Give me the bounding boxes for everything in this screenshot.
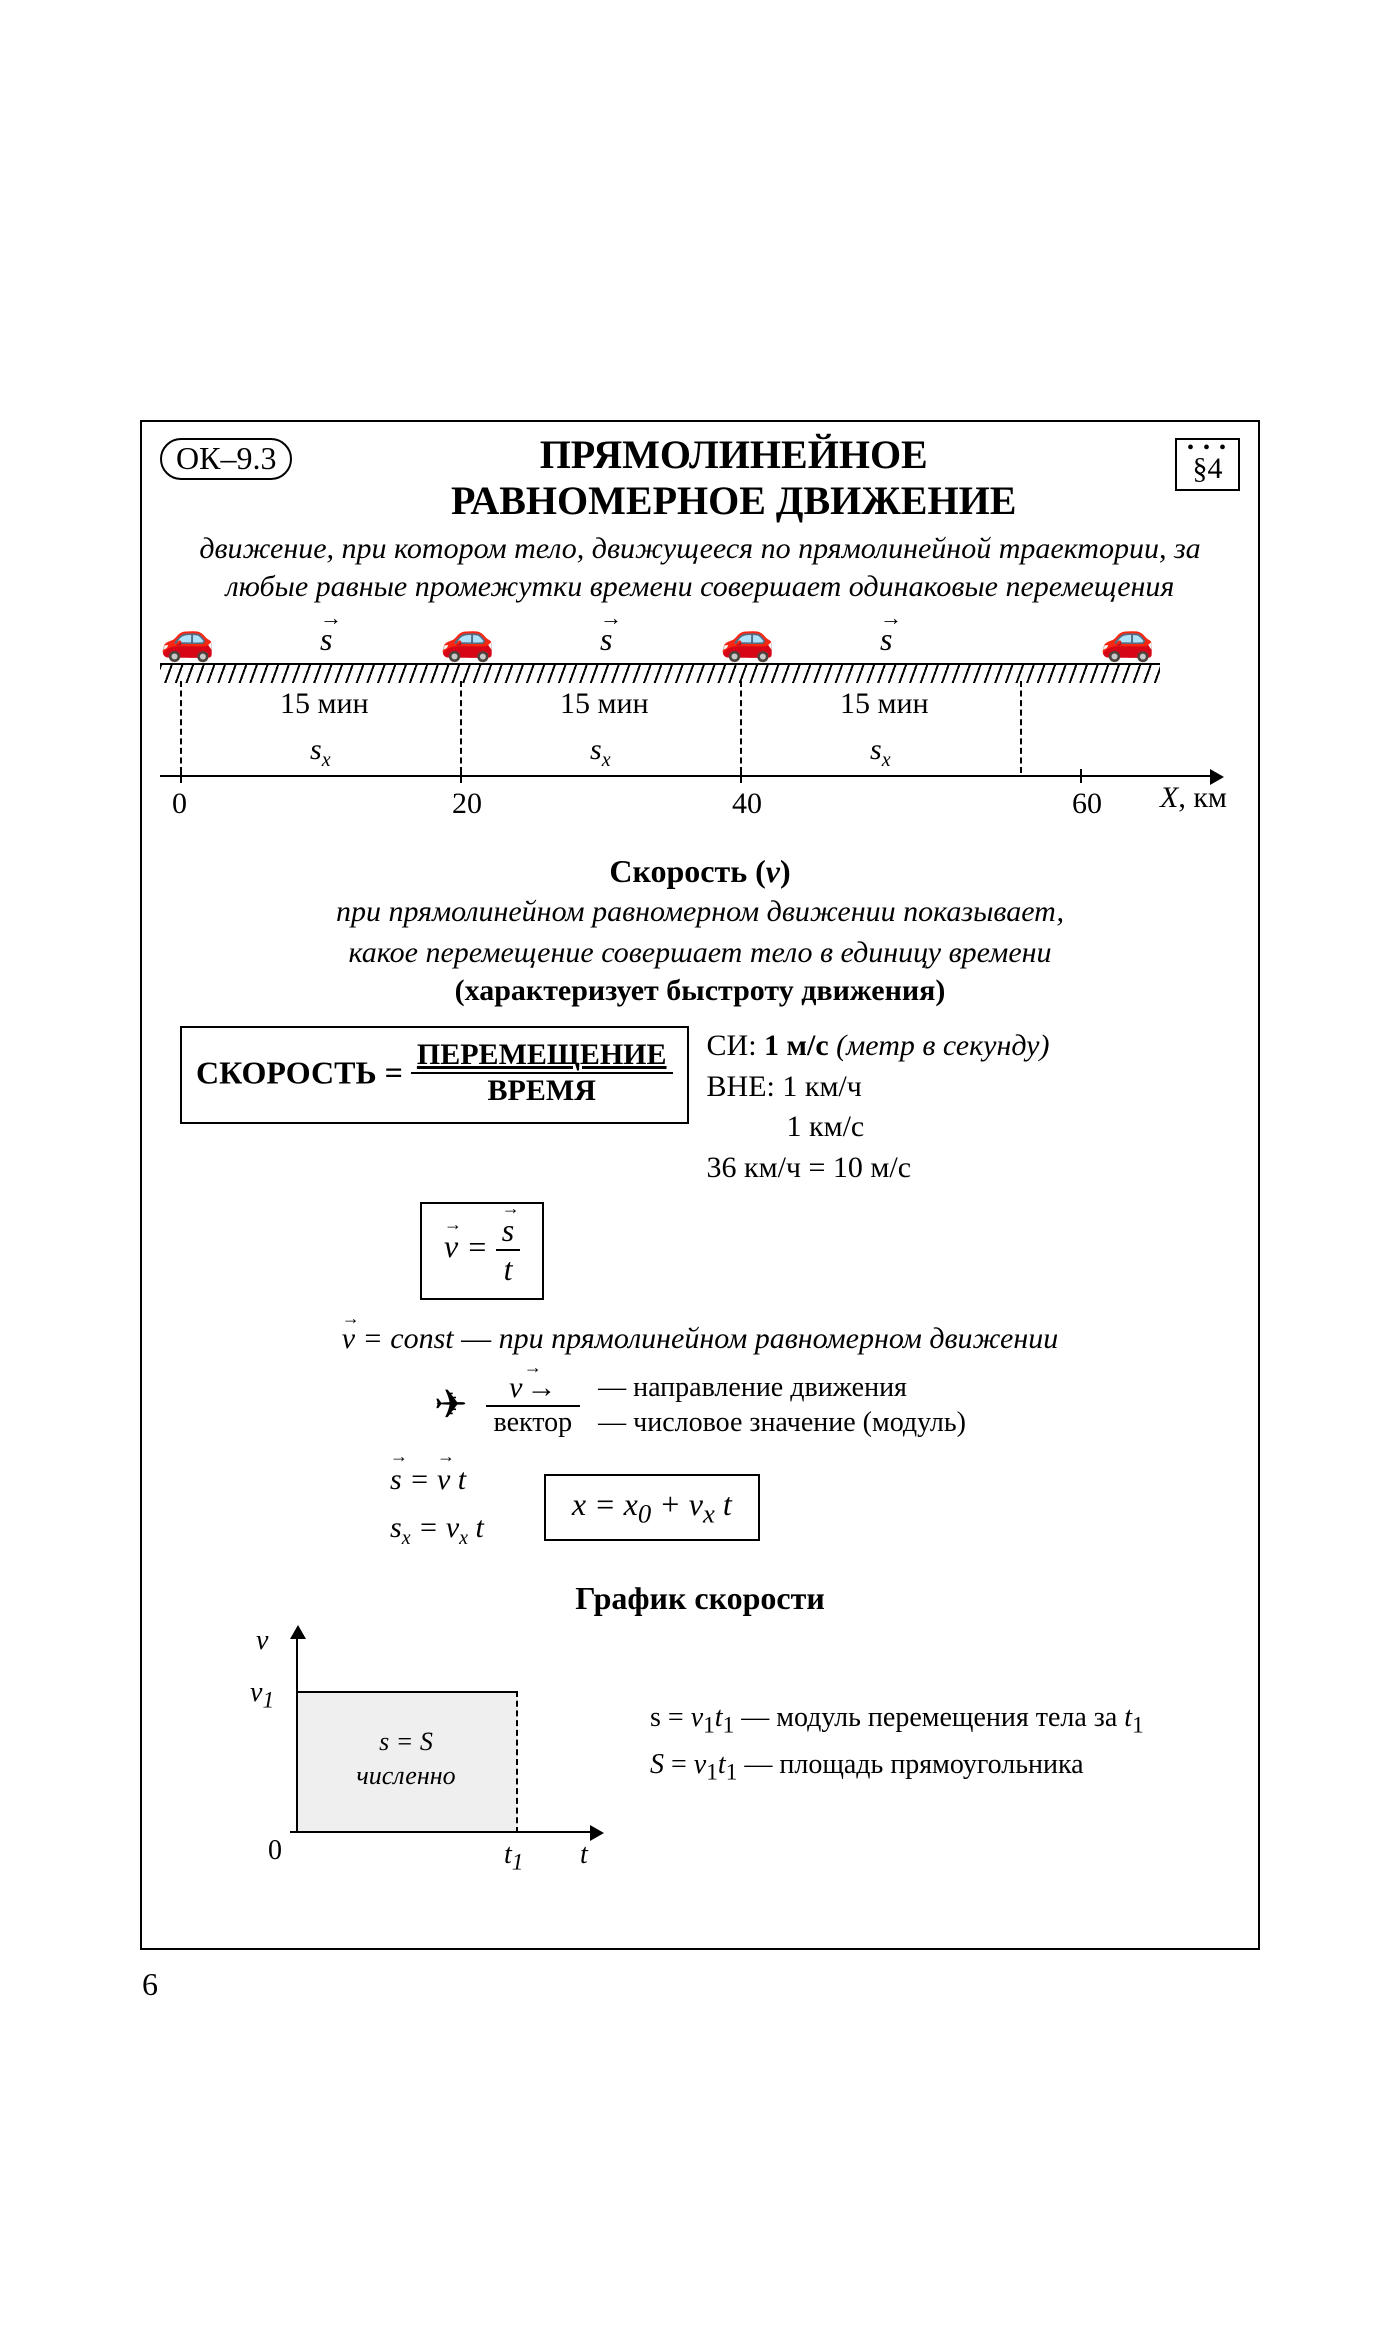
page: ОК–9.3 ПРЯМОЛИНЕЙНОЕ РАВНОМЕРНОЕ ДВИЖЕНИ… <box>0 0 1398 2338</box>
segment-divider <box>1020 681 1022 773</box>
graph-x-axis <box>290 1831 590 1833</box>
units-column: СИ: 1 м/с (метр в секунду) ВНЕ: 1 км/ч 1… <box>707 1026 1050 1188</box>
graph-inside-1: s = S <box>296 1727 516 1757</box>
equations-col: s = v t sx = vx t <box>390 1456 484 1554</box>
car-icon: 🚗 <box>440 617 495 661</box>
velocity-heading: Скорость (v) <box>160 853 1240 890</box>
plane-icon: ✈ <box>434 1385 468 1425</box>
axis-tick <box>1080 769 1082 783</box>
x-equation-box: x = x0 + vx t <box>544 1474 760 1541</box>
section-badge: • • • §4 <box>1175 438 1240 491</box>
section-label: §4 <box>1192 452 1222 485</box>
graph-title: График скорости <box>160 1580 1240 1617</box>
units-off1: ВНЕ: 1 км/ч <box>707 1067 1050 1108</box>
v-const-line: v = const — при прямолинейном равномерно… <box>170 1322 1230 1356</box>
car-icon: 🚗 <box>160 617 215 661</box>
s-vector-label: s <box>320 621 332 658</box>
title-line-2: РАВНОМЕРНОЕ ДВИЖЕНИЕ <box>292 478 1175 524</box>
ok-badge: ОК–9.3 <box>160 438 292 480</box>
equation-s-vt: s = v t <box>390 1456 484 1504</box>
equation-sx-vxt: sx = vx t <box>390 1504 484 1554</box>
graph-y-arrow-icon <box>290 1625 306 1639</box>
s-vector-label: s <box>880 621 892 658</box>
graph-note-2: S = v1t1 — площадь прямоугольника <box>650 1744 1144 1791</box>
velocity-desc-3: (характеризует быстроту движения) <box>160 974 1240 1008</box>
segment-divider <box>460 681 462 773</box>
axis-tick-label: 40 <box>732 787 762 821</box>
segment-divider <box>180 681 182 773</box>
vector-word: вектор <box>486 1407 581 1439</box>
section-dots: • • • <box>1187 444 1228 452</box>
header-row: ОК–9.3 ПРЯМОЛИНЕЙНОЕ РАВНОМЕРНОЕ ДВИЖЕНИ… <box>160 432 1240 524</box>
word-formula-box: СКОРОСТЬ = ПЕРЕМЕЩЕНИЕ ВРЕМЯ <box>180 1026 689 1124</box>
definition-text: движение, при котором тело, движущееся п… <box>190 530 1210 605</box>
units-si: СИ: 1 м/с (метр в секунду) <box>707 1026 1050 1067</box>
word-formula-numerator: ПЕРЕМЕЩЕНИЕ <box>411 1038 673 1074</box>
sx-label: sx <box>310 733 331 772</box>
title-line-1: ПРЯМОЛИНЕЙНОЕ <box>292 432 1175 478</box>
velocity-desc-1: при прямолинейном равномерном движении п… <box>190 892 1210 931</box>
units-off2: 1 км/с <box>707 1107 1050 1148</box>
vector-notes: — направление движения — числовое значен… <box>598 1370 966 1440</box>
graph-v1-label: v1 <box>250 1677 274 1715</box>
equations-row: s = v t sx = vx t x = x0 + vx t <box>390 1456 1240 1554</box>
graph-inside-2: численно <box>296 1761 516 1791</box>
title-block: ПРЯМОЛИНЕЙНОЕ РАВНОМЕРНОЕ ДВИЖЕНИЕ <box>292 432 1175 524</box>
graph-notes: s = v1t1 — модуль перемещения тела за t1… <box>650 1697 1144 1790</box>
graph-y-label: v <box>256 1625 268 1657</box>
graph-row: v v1 s = S численно 0 t1 t s = v1t1 — мо… <box>250 1627 1240 1887</box>
car-icon: 🚗 <box>720 617 775 661</box>
x-axis-line <box>160 775 1210 777</box>
axis-tick <box>460 769 462 783</box>
vector-note-1: — направление движения <box>598 1370 966 1405</box>
x-axis-label: X, км <box>1160 781 1227 815</box>
graph-zero: 0 <box>268 1835 282 1867</box>
axis-tick <box>740 769 742 783</box>
vector-note-2: — числовое значение (модуль) <box>598 1405 966 1440</box>
velocity-heading-block: Скорость (v) при прямолинейном равномерн… <box>160 853 1240 1008</box>
graph-t1-label: t1 <box>504 1839 523 1877</box>
graph-t-label: t <box>580 1839 588 1871</box>
time-segment-label: 15 мин <box>840 687 929 721</box>
page-number: 6 <box>142 1966 158 2003</box>
sx-label: sx <box>590 733 611 772</box>
velocity-graph: v v1 s = S численно 0 t1 t <box>250 1627 610 1887</box>
segment-divider <box>740 681 742 773</box>
speed-formula-row: СКОРОСТЬ = ПЕРЕМЕЩЕНИЕ ВРЕМЯ СИ: 1 м/с (… <box>180 1026 1240 1188</box>
units-conversion: 36 км/ч = 10 м/с <box>707 1148 1050 1189</box>
sx-label: sx <box>870 733 891 772</box>
time-segment-label: 15 мин <box>560 687 649 721</box>
car-icon: 🚗 <box>1100 617 1155 661</box>
motion-diagram: X, км 🚗 🚗 🚗 🚗 s 15 мин sx s 15 мин sx s 15 мин sx 0 20… <box>160 615 1240 845</box>
v-symbol: v <box>509 1371 522 1404</box>
time-segment-label: 15 мин <box>280 687 369 721</box>
content-frame: ОК–9.3 ПРЯМОЛИНЕЙНОЕ РАВНОМЕРНОЕ ДВИЖЕНИ… <box>140 420 1260 1950</box>
s-vector-label: s <box>600 621 612 658</box>
vector-meaning-row: ✈ v→ вектор — направление движения — чис… <box>160 1370 1240 1440</box>
axis-tick-label: 60 <box>1072 787 1102 821</box>
vector-formula-box: v = st <box>420 1202 544 1300</box>
velocity-desc-2: какое перемещение совершает тело в едини… <box>190 933 1210 972</box>
word-formula-fraction: ПЕРЕМЕЩЕНИЕ ВРЕМЯ <box>411 1038 673 1108</box>
axis-tick <box>180 769 182 783</box>
word-formula-denominator: ВРЕМЯ <box>411 1074 673 1108</box>
v-over-vector: v→ вектор <box>486 1371 581 1439</box>
axis-tick-label: 0 <box>172 787 187 821</box>
word-formula-left: СКОРОСТЬ = <box>196 1055 403 1091</box>
ground-hatching <box>160 663 1160 683</box>
graph-note-1: s = v1t1 — модуль перемещения тела за t1 <box>650 1697 1144 1744</box>
graph-x-arrow-icon <box>590 1825 604 1841</box>
axis-tick-label: 20 <box>452 787 482 821</box>
